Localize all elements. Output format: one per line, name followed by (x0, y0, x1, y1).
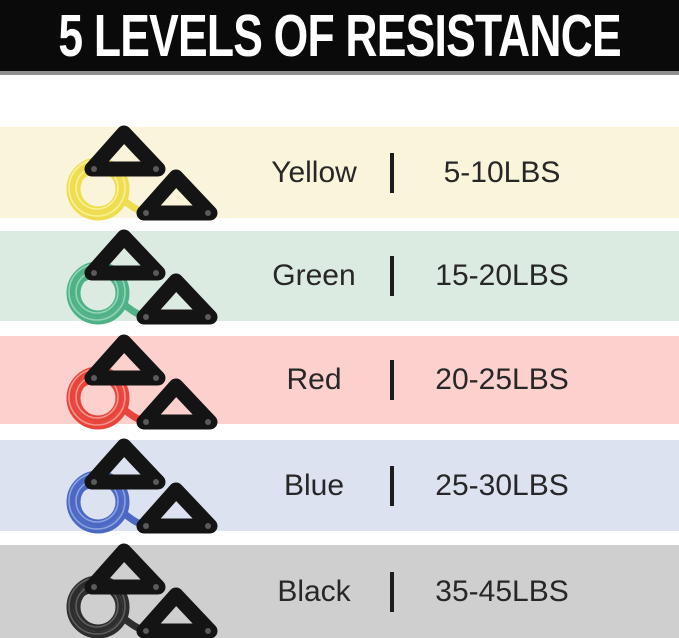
red-band-image (52, 332, 230, 436)
resistance-band-icon (66, 543, 218, 638)
divider-bar (390, 256, 394, 296)
blue-band-image (52, 436, 230, 540)
resistance-band-icon (66, 438, 218, 534)
resistance-range-label: 35-45LBS (435, 574, 569, 608)
yellow-band-image (52, 123, 230, 227)
resistance-row-green: Green 15-20LBS (0, 229, 679, 325)
resistance-range-label: 5-10LBS (443, 155, 561, 189)
divider-bar (390, 360, 394, 400)
band-color-label: Red (286, 363, 342, 396)
resistance-row-yellow: Yellow 5-10LBS (0, 125, 679, 221)
resistance-band-icon (66, 334, 218, 430)
divider-bar (390, 571, 394, 612)
green-band-image (52, 227, 230, 331)
resistance-range-label: 25-30LBS (435, 468, 569, 502)
band-color-label: Blue (283, 468, 345, 502)
band-color-label: Black (277, 574, 351, 608)
resistance-band-icon (66, 125, 218, 221)
resistance-row-black: Black 35-45LBS (0, 543, 679, 638)
resistance-range-label: 15-20LBS (435, 259, 569, 292)
black-band-image (52, 541, 230, 638)
divider-bar (390, 465, 394, 506)
resistance-range-label: 20-25LBS (435, 363, 569, 396)
resistance-row-blue: Blue 25-30LBS (0, 438, 679, 534)
divider-bar (390, 152, 394, 193)
band-color-label: Yellow (271, 155, 357, 189)
resistance-band-icon (66, 229, 218, 325)
page-title: 5 LEVELS OF RESISTANCE (58, 2, 621, 69)
header-banner: 5 LEVELS OF RESISTANCE (0, 0, 679, 75)
band-color-label: Green (272, 259, 356, 292)
resistance-row-red: Red 20-25LBS (0, 334, 679, 430)
